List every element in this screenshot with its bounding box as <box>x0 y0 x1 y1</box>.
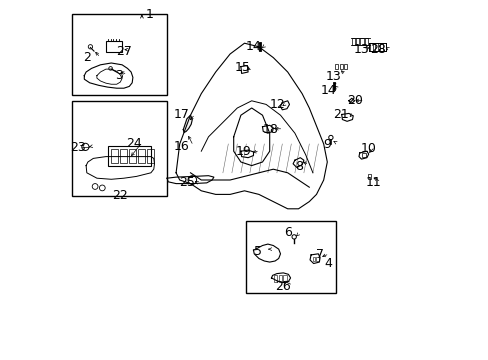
Text: 13: 13 <box>325 70 341 83</box>
Text: 1: 1 <box>145 8 153 21</box>
Text: 26: 26 <box>275 280 291 293</box>
Bar <box>339 64 342 69</box>
Bar <box>364 38 367 45</box>
Text: 8: 8 <box>295 160 303 173</box>
Bar <box>120 149 126 163</box>
Text: 28: 28 <box>369 43 385 56</box>
Bar <box>106 41 122 52</box>
Text: 21: 21 <box>332 108 348 121</box>
Text: 7: 7 <box>315 248 324 261</box>
Bar <box>273 275 277 282</box>
Bar <box>72 101 167 196</box>
Text: 5: 5 <box>254 245 262 258</box>
Bar <box>278 275 282 282</box>
Bar <box>147 149 153 163</box>
Text: 24: 24 <box>126 137 142 150</box>
Bar <box>316 257 318 261</box>
Text: 18: 18 <box>263 123 278 136</box>
Text: 20: 20 <box>347 94 363 107</box>
Text: 22: 22 <box>111 189 127 202</box>
Bar <box>335 64 338 69</box>
Text: 9: 9 <box>323 138 330 150</box>
Bar <box>72 14 167 95</box>
Bar <box>361 153 366 157</box>
Bar <box>129 149 136 163</box>
Bar <box>283 275 286 282</box>
Text: 14: 14 <box>245 40 261 53</box>
Bar <box>138 149 144 163</box>
Bar <box>312 257 315 261</box>
Bar <box>367 174 370 179</box>
Text: 16: 16 <box>174 140 189 153</box>
Text: 19: 19 <box>235 145 251 158</box>
Text: 27: 27 <box>116 45 132 58</box>
Polygon shape <box>183 115 192 132</box>
Bar <box>374 43 378 51</box>
Bar <box>360 38 363 45</box>
Bar <box>351 38 354 45</box>
Bar <box>111 149 118 163</box>
Text: 6: 6 <box>284 226 292 239</box>
Text: 11: 11 <box>365 176 381 189</box>
Text: 17: 17 <box>173 108 189 121</box>
Bar <box>343 64 346 69</box>
Text: 15: 15 <box>234 61 250 74</box>
Bar <box>107 146 151 166</box>
Text: 13: 13 <box>353 43 368 56</box>
Text: 3: 3 <box>115 69 123 82</box>
Text: 2: 2 <box>83 51 91 64</box>
Bar <box>379 43 383 51</box>
Text: 12: 12 <box>269 98 285 111</box>
Text: 25: 25 <box>179 176 194 189</box>
Bar <box>369 43 373 51</box>
Bar <box>246 221 336 293</box>
Bar <box>355 38 359 45</box>
Text: 4: 4 <box>324 257 332 270</box>
Text: 14: 14 <box>320 84 336 96</box>
Text: 10: 10 <box>360 142 376 155</box>
Text: 23: 23 <box>70 141 86 154</box>
